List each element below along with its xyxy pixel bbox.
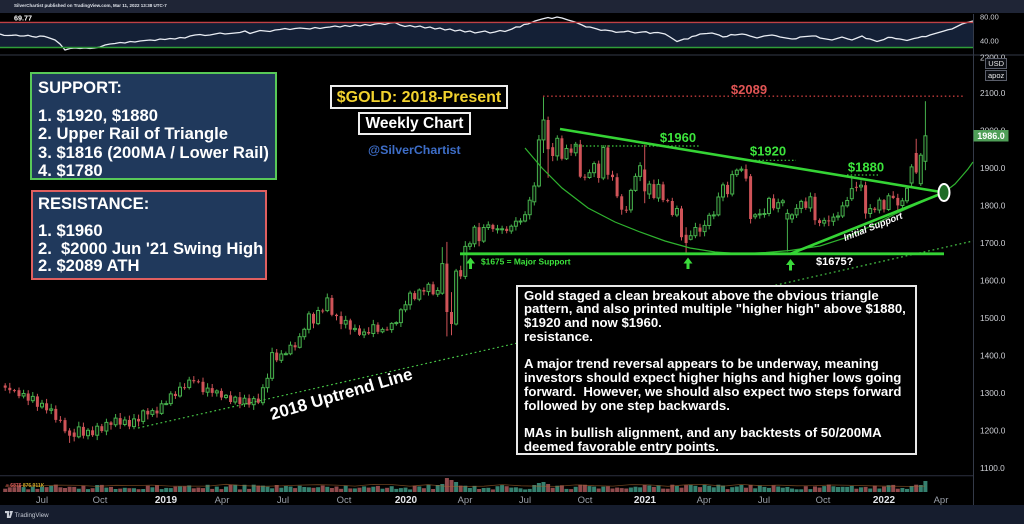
svg-text:2100.0: 2100.0 — [980, 88, 1006, 98]
svg-text:1400.0: 1400.0 — [980, 351, 1006, 361]
svg-text:Jul: Jul — [277, 495, 289, 506]
svg-text:Jul: Jul — [519, 495, 531, 506]
svg-text:2200.0: 2200.0 — [980, 53, 1006, 63]
svg-text:$2089: $2089 — [731, 82, 767, 97]
svg-text:Initial Support: Initial Support — [842, 210, 905, 243]
svg-text:1600.0: 1600.0 — [980, 276, 1006, 286]
svg-text:2020: 2020 — [395, 495, 418, 506]
svg-text:$1675 = Major Support: $1675 = Major Support — [481, 257, 571, 267]
svg-text:1500.0: 1500.0 — [980, 313, 1006, 323]
svg-text:1200.0: 1200.0 — [980, 426, 1006, 436]
svg-text:80.00: 80.00 — [980, 13, 999, 22]
svg-text:$1675?: $1675? — [816, 256, 854, 268]
svg-text:1100.0: 1100.0 — [980, 463, 1005, 473]
svg-text:1900.0: 1900.0 — [980, 163, 1006, 173]
svg-text:Apr: Apr — [458, 495, 473, 506]
svg-text:$1960: $1960 — [660, 130, 696, 145]
svg-text:1300.0: 1300.0 — [980, 388, 1006, 398]
svg-text:1986.0: 1986.0 — [977, 131, 1005, 141]
svg-text:2019: 2019 — [155, 495, 178, 506]
svg-text:1800.0: 1800.0 — [980, 201, 1006, 211]
svg-text:$1880: $1880 — [848, 160, 884, 175]
svg-text:2018 Uptrend Line: 2018 Uptrend Line — [268, 364, 415, 423]
svg-text:Oct: Oct — [93, 495, 108, 506]
svg-text:2022: 2022 — [873, 495, 896, 506]
svg-text:Oct: Oct — [816, 495, 831, 506]
svg-text:Oct: Oct — [337, 495, 352, 506]
svg-text:Jul: Jul — [758, 495, 770, 506]
svg-text:69.77: 69.77 — [14, 14, 32, 23]
svg-text:Oct: Oct — [578, 495, 593, 506]
svg-text:1700.0: 1700.0 — [980, 238, 1006, 248]
svg-text:Jul: Jul — [36, 495, 48, 506]
svg-text:$1920: $1920 — [750, 144, 786, 159]
svg-text:Apr: Apr — [934, 495, 949, 506]
svg-text:Apr: Apr — [215, 495, 230, 506]
svg-text:2021: 2021 — [634, 495, 657, 506]
svg-text:40.00: 40.00 — [980, 37, 999, 46]
svg-text:Apr: Apr — [697, 495, 712, 506]
